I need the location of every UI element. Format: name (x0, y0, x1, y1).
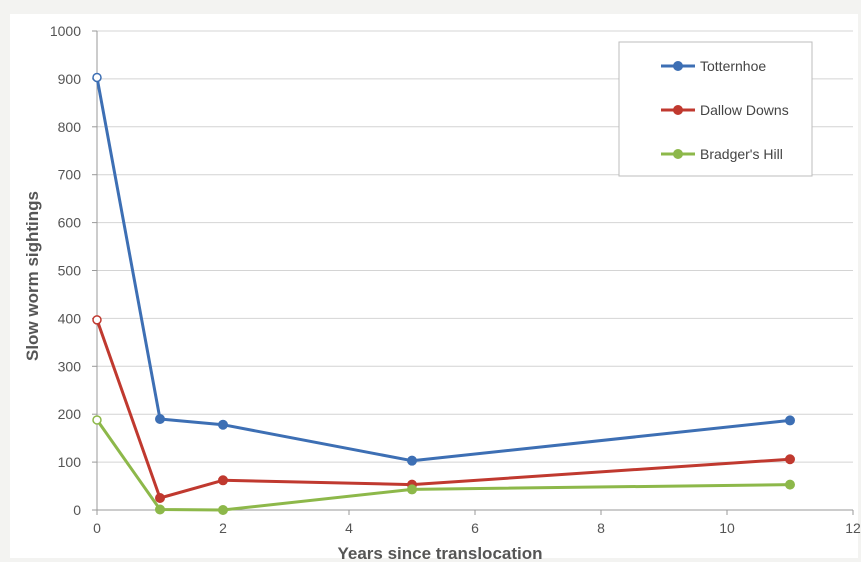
data-point (785, 479, 795, 490)
series-bradger-s-hill (92, 415, 795, 515)
y-tick-label: 1000 (50, 23, 81, 39)
x-tick-label: 4 (345, 520, 353, 536)
x-tick-label: 10 (719, 520, 735, 536)
y-tick-label: 500 (58, 263, 82, 279)
y-tick-label: 700 (58, 167, 82, 183)
series-lines (92, 72, 795, 515)
data-point (92, 315, 102, 325)
x-tick-label: 0 (93, 520, 101, 536)
legend-label: Dallow Downs (700, 102, 789, 118)
y-tick-labels: 0 100 200 300 400 500 600 700 800 900 1000 (50, 23, 81, 518)
data-point (218, 419, 228, 430)
data-point (407, 484, 417, 495)
y-axis-title: Slow worm sightings (23, 191, 42, 361)
data-point (92, 72, 102, 83)
y-tick-label: 900 (58, 71, 82, 87)
x-tick-label: 6 (471, 520, 479, 536)
x-tick-label: 2 (219, 520, 227, 536)
data-point (92, 415, 102, 425)
legend-swatch-marker (673, 61, 683, 71)
data-point (155, 504, 165, 515)
x-tick-label: 12 (845, 520, 861, 536)
legend: Totternhoe Dallow Downs Bradger's Hill (618, 41, 813, 177)
legend-label: Totternhoe (700, 58, 766, 74)
data-point (785, 454, 795, 465)
data-point (218, 475, 228, 486)
legend-label: Bradger's Hill (700, 146, 783, 162)
data-point (407, 455, 417, 466)
y-tick-label: 100 (58, 454, 82, 470)
y-tick-label: 400 (58, 310, 82, 326)
data-point (155, 413, 165, 424)
legend-swatch-marker (673, 105, 683, 115)
y-tick-label: 800 (58, 119, 82, 135)
y-tick-label: 0 (73, 502, 81, 518)
series-totternhoe (92, 72, 795, 466)
series-dallow-downs (92, 315, 795, 504)
legend-swatch-marker (673, 149, 683, 159)
y-tick-label: 200 (58, 406, 82, 422)
data-point (218, 505, 228, 515)
y-tick-label: 300 (58, 358, 82, 374)
data-point (155, 493, 165, 504)
gridlines (92, 30, 854, 515)
data-point (785, 415, 795, 426)
x-axis-title: Years since translocation (337, 544, 542, 562)
y-tick-label: 600 (58, 215, 82, 231)
x-tick-labels: 0 2 4 6 8 10 12 (93, 520, 861, 536)
legend-box (618, 41, 813, 177)
x-tick-label: 8 (597, 520, 605, 536)
